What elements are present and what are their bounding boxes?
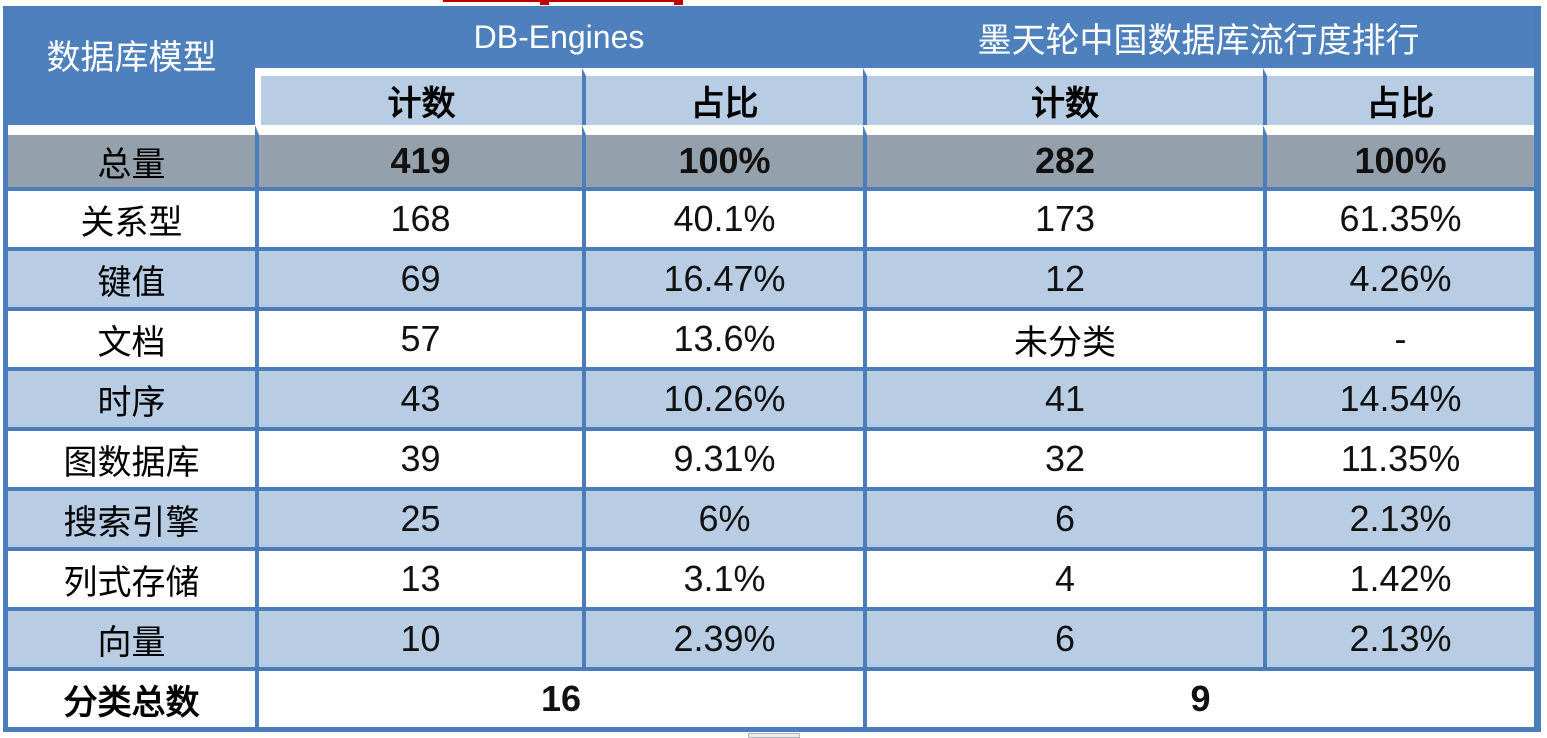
db-pct-cell: 9.31% (582, 427, 863, 487)
total-row: 总量 419 100% 282 100% (8, 125, 1534, 187)
db-total-cell: 16 (255, 667, 863, 727)
row-label: 向量 (8, 607, 255, 667)
mt-count-cell: 32 (863, 427, 1263, 487)
mt-count-cell: 4 (863, 547, 1263, 607)
table-row: 列式存储 13 3.1% 4 1.42% (8, 547, 1534, 607)
group-header-row: 数据库模型 DB-Engines 墨天轮中国数据库流行度排行 (8, 6, 1534, 125)
mt-count-cell: 6 (863, 607, 1263, 667)
sub-header-mt-count: 计数 (863, 68, 1263, 125)
table-row: 向量 10 2.39% 6 2.13% (8, 607, 1534, 667)
table-row: 图数据库 39 9.31% 32 11.35% (8, 427, 1534, 487)
mt-pct-cell: 14.54% (1263, 367, 1534, 427)
mt-count-cell: 未分类 (863, 307, 1263, 367)
cropped-red-text-fragment (674, 0, 683, 5)
db-count-cell: 69 (255, 247, 582, 307)
table-row: 时序 43 10.26% 41 14.54% (8, 367, 1534, 427)
db-model-comparison-table: 数据库模型 DB-Engines 墨天轮中国数据库流行度排行 计数 占比 计数 … (8, 6, 1534, 727)
row-label: 分类总数 (8, 667, 255, 727)
db-count-cell: 10 (255, 607, 582, 667)
mt-pct-cell: 2.13% (1263, 607, 1534, 667)
mt-pct-cell: 61.35% (1263, 187, 1534, 247)
mt-count-cell: 41 (863, 367, 1263, 427)
db-pct-cell: 6% (582, 487, 863, 547)
mt-count-cell: 282 (863, 125, 1263, 187)
row-label: 键值 (8, 247, 255, 307)
group-header-db-engines: DB-Engines (255, 6, 863, 68)
table-row: 键值 69 16.47% 12 4.26% (8, 247, 1534, 307)
table-row: 文档 57 13.6% 未分类 - (8, 307, 1534, 367)
scrollbar-fragment (748, 733, 800, 738)
db-count-cell: 419 (255, 125, 582, 187)
row-label: 列式存储 (8, 547, 255, 607)
cropped-red-text-fragment (540, 0, 549, 5)
db-count-cell: 13 (255, 547, 582, 607)
comparison-table-frame: 数据库模型 DB-Engines 墨天轮中国数据库流行度排行 计数 占比 计数 … (3, 6, 1541, 732)
table-row: 关系型 168 40.1% 173 61.35% (8, 187, 1534, 247)
row-label: 总量 (8, 125, 255, 187)
db-pct-cell: 3.1% (582, 547, 863, 607)
mt-count-cell: 173 (863, 187, 1263, 247)
mt-pct-cell: 1.42% (1263, 547, 1534, 607)
cropped-red-text-fragment (443, 0, 683, 2)
table-row: 搜索引擎 25 6% 6 2.13% (8, 487, 1534, 547)
db-count-cell: 168 (255, 187, 582, 247)
sub-header-db-pct: 占比 (582, 68, 863, 125)
mt-total-cell: 9 (863, 667, 1534, 727)
mt-pct-cell: 11.35% (1263, 427, 1534, 487)
footer-row: 分类总数 16 9 (8, 667, 1534, 727)
row-label: 搜索引擎 (8, 487, 255, 547)
db-pct-cell: 100% (582, 125, 863, 187)
mt-count-cell: 6 (863, 487, 1263, 547)
mt-pct-cell: 100% (1263, 125, 1534, 187)
db-pct-cell: 2.39% (582, 607, 863, 667)
row-label: 关系型 (8, 187, 255, 247)
group-header-motianlun: 墨天轮中国数据库流行度排行 (863, 6, 1534, 68)
db-pct-cell: 10.26% (582, 367, 863, 427)
sub-header-row: 计数 占比 计数 占比 (8, 68, 1534, 125)
db-pct-cell: 13.6% (582, 307, 863, 367)
row-label: 时序 (8, 367, 255, 427)
db-count-cell: 39 (255, 427, 582, 487)
mt-count-cell: 12 (863, 247, 1263, 307)
row-label: 文档 (8, 307, 255, 367)
db-count-cell: 25 (255, 487, 582, 547)
corner-header-cell: 数据库模型 (8, 6, 255, 125)
db-pct-cell: 16.47% (582, 247, 863, 307)
db-count-cell: 57 (255, 307, 582, 367)
db-count-cell: 43 (255, 367, 582, 427)
mt-pct-cell: 4.26% (1263, 247, 1534, 307)
mt-pct-cell: - (1263, 307, 1534, 367)
sub-header-db-count: 计数 (255, 68, 582, 125)
row-label: 图数据库 (8, 427, 255, 487)
sub-header-mt-pct: 占比 (1263, 68, 1534, 125)
db-pct-cell: 40.1% (582, 187, 863, 247)
mt-pct-cell: 2.13% (1263, 487, 1534, 547)
